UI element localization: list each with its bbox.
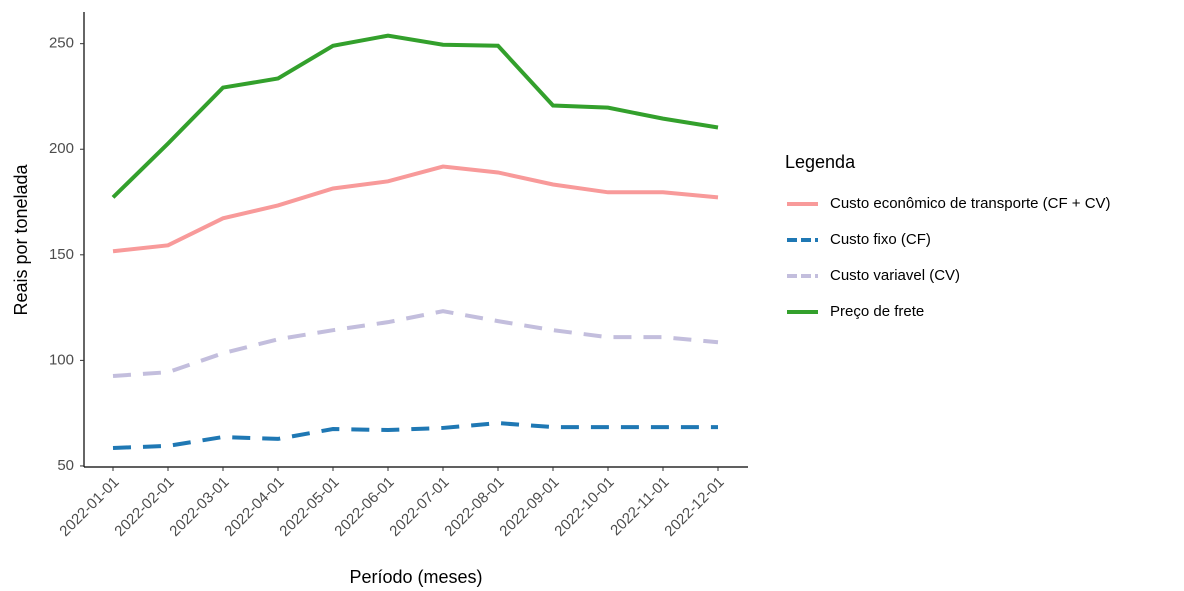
series-line (112, 309, 719, 378)
legend-label: Custo fixo (CF) (830, 231, 931, 248)
legend-label: Custo variavel (CV) (830, 267, 960, 284)
legend-label: Preço de frete (830, 303, 924, 320)
x-tick-label: 2022-10-01 (551, 474, 617, 540)
y-tick-label: 50 (57, 457, 74, 474)
legend-label: Custo econômico de transporte (CF + CV) (830, 195, 1111, 212)
series-line (112, 421, 718, 450)
y-tick-label: 100 (49, 351, 74, 368)
x-tick-label: 2022-12-01 (661, 474, 727, 540)
series-line (111, 33, 719, 199)
y-tick-label: 250 (49, 35, 74, 52)
y-tick-label: 200 (49, 140, 74, 157)
y-axis-title: Reais por tonelada (11, 163, 31, 315)
series-line (112, 164, 719, 254)
x-axis-title: Período (meses) (349, 567, 482, 587)
y-tick-label: 150 (49, 246, 74, 263)
legend-title: Legenda (785, 152, 856, 172)
